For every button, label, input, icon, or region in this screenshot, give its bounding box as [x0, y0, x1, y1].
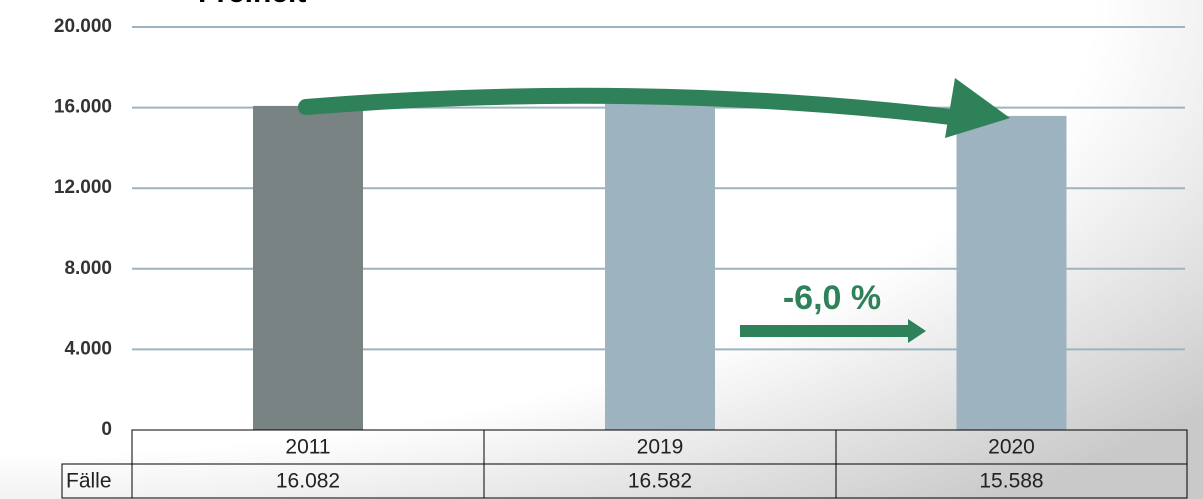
y-tick-label: 4.000: [64, 338, 112, 359]
bar: [605, 95, 715, 430]
x-tick-label: 2011: [285, 436, 330, 459]
y-tick-label: 0: [101, 419, 112, 440]
y-tick-label: 20.000: [54, 16, 112, 37]
trend-arrow: [298, 87, 968, 126]
bar: [253, 105, 363, 431]
table-value: 15.588: [979, 470, 1043, 493]
table-value: 16.082: [276, 470, 340, 493]
trend-arrow-head: [945, 78, 1010, 138]
table-cell: [835, 463, 1188, 499]
bar: [956, 115, 1067, 431]
x-tick-label: 2020: [988, 436, 1035, 459]
y-tick-label: 8.000: [64, 258, 112, 279]
chart-title: Freiheit: [198, 0, 306, 9]
change-annotation: -6,0 %: [783, 279, 881, 317]
y-tick-label: 16.000: [54, 97, 112, 118]
small-arrow-head: [908, 319, 926, 343]
small-arrow: [740, 325, 910, 337]
table-row-label: Fälle: [66, 470, 112, 493]
y-tick-label: 12.000: [54, 177, 112, 198]
table-value: 16.582: [628, 470, 692, 493]
x-tick-label: 2019: [637, 436, 684, 459]
